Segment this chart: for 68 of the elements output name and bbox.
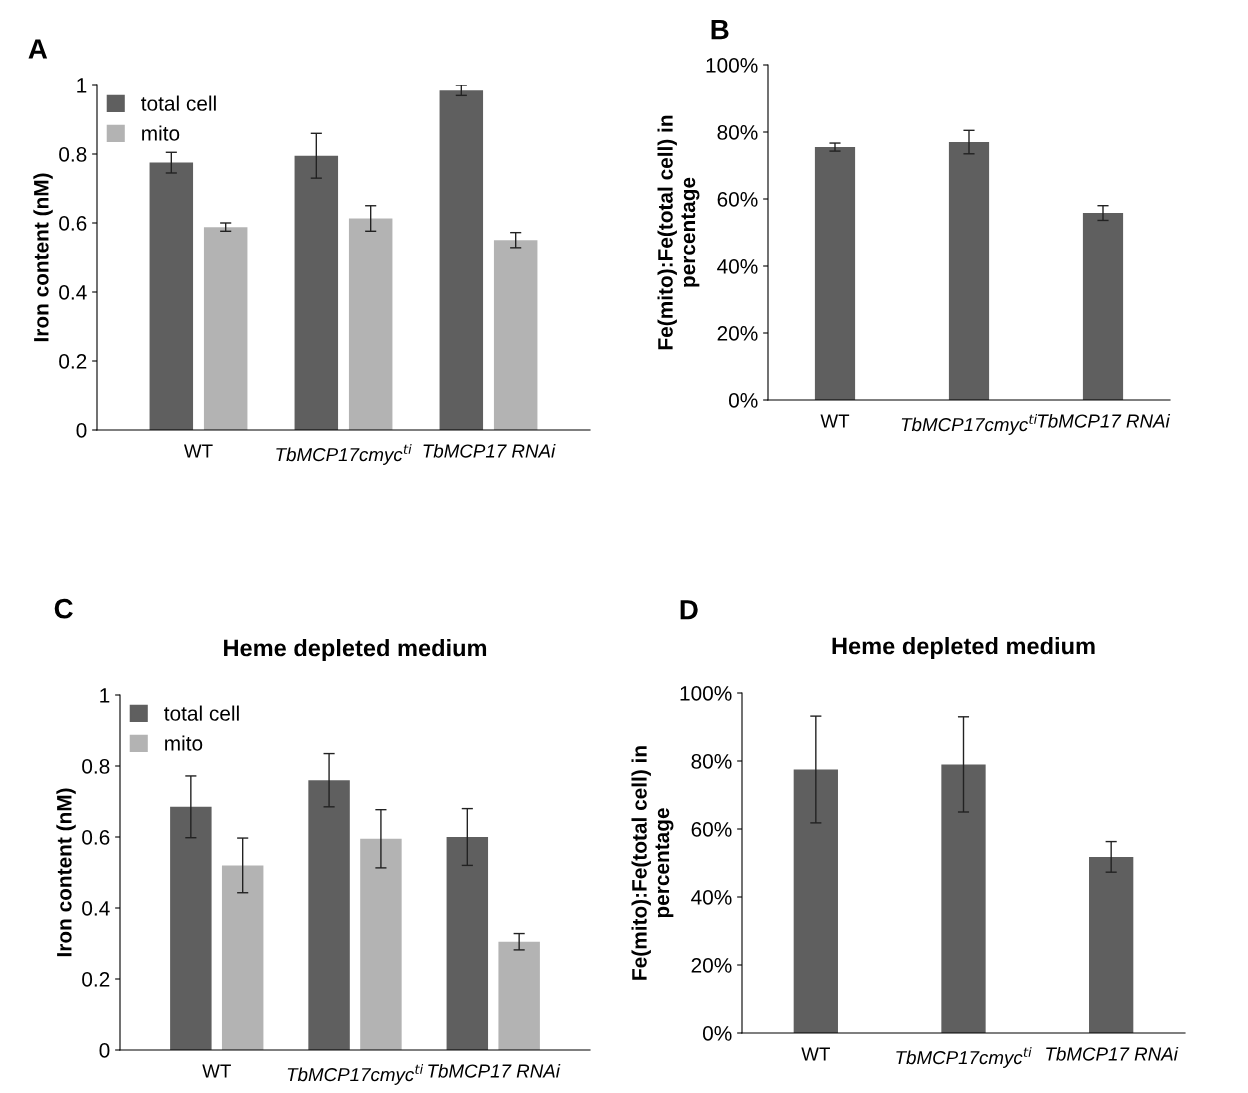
x-tick-label: TbMCP17cmyc$^{ti}$ xyxy=(287,1063,424,1085)
x-tick-label: WT xyxy=(202,1064,231,1078)
y-tick-label: 60% xyxy=(717,192,758,207)
y-tick-label: 60% xyxy=(691,822,732,837)
bar xyxy=(348,218,393,430)
text: D xyxy=(680,600,698,620)
y-axis-title: Fe(mito):Fe(total cell) in percentage xyxy=(657,115,700,350)
y-tick-label: 40% xyxy=(691,890,732,905)
y-tick-label: 0.8 xyxy=(59,147,87,162)
x-tick-label: TbMCP17 RNAi xyxy=(1046,1046,1179,1061)
bar xyxy=(498,941,540,1050)
y-tick-label: 20% xyxy=(717,326,758,341)
y-tick-label: 0 xyxy=(76,423,87,438)
legend-label: mito xyxy=(142,125,180,141)
text: C xyxy=(54,598,73,619)
bar xyxy=(1089,856,1134,1033)
bar xyxy=(360,838,402,1050)
bar xyxy=(439,90,484,430)
bar xyxy=(941,764,986,1033)
bar xyxy=(203,227,248,430)
bar xyxy=(793,769,838,1033)
text: A xyxy=(28,39,48,59)
bar xyxy=(308,780,350,1050)
x-tick-label: TbMCP17 RNAi xyxy=(1038,413,1171,428)
y-axis-title: Iron content (nM) xyxy=(33,173,53,342)
x-tick-label: TbMCP17 RNAi xyxy=(423,443,556,458)
y-tick-label: 0.2 xyxy=(82,972,110,987)
y-tick-label: 0 xyxy=(99,1043,110,1058)
y-tick-label: 80% xyxy=(717,125,758,140)
y-axis-title: Fe(mito):Fe(total cell) in percentage xyxy=(631,746,674,980)
y-tick-label: 0% xyxy=(702,1026,732,1041)
y-tick-label: 100% xyxy=(680,686,732,701)
legend-label: total cell xyxy=(141,95,216,111)
y-tick-label: 0.8 xyxy=(82,759,110,774)
x-tick-label: WT xyxy=(801,1047,830,1061)
x-tick-label: WT xyxy=(184,444,213,458)
y-tick-label: 100% xyxy=(706,58,758,73)
x-tick-label: WT xyxy=(820,414,850,428)
legend-label: total cell xyxy=(164,705,239,721)
bar xyxy=(170,806,212,1050)
bar xyxy=(948,142,990,400)
y-tick-label: 0.4 xyxy=(59,285,87,300)
y-tick-label: 80% xyxy=(691,754,732,769)
bar xyxy=(221,865,264,1050)
y-axis-title: Iron content (nM) xyxy=(56,788,76,957)
legend-label: mito xyxy=(165,735,203,751)
x-tick-label: TbMCP17cmyc$^{ti}$ xyxy=(276,443,412,465)
bar xyxy=(446,837,489,1050)
bar xyxy=(149,162,194,430)
chart-title: Heme depleted medium xyxy=(832,637,1095,660)
y-tick-label: 1 xyxy=(77,78,87,93)
bar xyxy=(294,155,339,430)
y-tick-label: 0.4 xyxy=(82,901,110,916)
x-tick-label: TbMCP17 RNAi xyxy=(428,1063,561,1078)
y-tick-label: 0.6 xyxy=(59,216,87,231)
text: B xyxy=(711,20,729,40)
bar xyxy=(1082,213,1124,400)
bar xyxy=(814,147,856,400)
y-tick-label: 0% xyxy=(728,393,758,408)
x-tick-label: TbMCP17cmyc$^{ti}$ xyxy=(896,1046,1032,1068)
bar xyxy=(493,240,538,430)
y-tick-label: 20% xyxy=(691,958,732,973)
x-tick-label: TbMCP17cmyc$^{ti}$ xyxy=(901,413,1038,435)
y-tick-label: 0.6 xyxy=(82,830,110,845)
y-tick-label: 0.2 xyxy=(59,354,87,369)
y-tick-label: 1 xyxy=(100,688,110,703)
chart-title: Heme depleted medium xyxy=(224,639,487,662)
y-tick-label: 40% xyxy=(717,259,758,274)
